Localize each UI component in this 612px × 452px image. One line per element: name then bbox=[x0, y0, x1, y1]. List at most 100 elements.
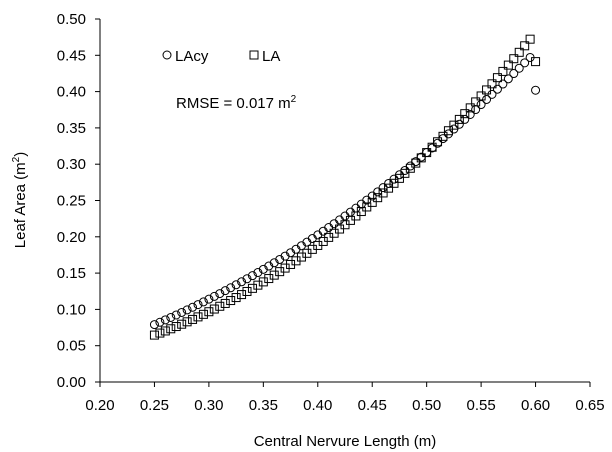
point-la bbox=[394, 173, 404, 183]
point-lacy bbox=[177, 307, 187, 317]
plot-marks bbox=[149, 34, 541, 340]
point-lacy bbox=[182, 305, 192, 315]
point-la bbox=[198, 309, 208, 319]
point-lacy bbox=[503, 74, 513, 84]
y-axis-title: Leaf Area (m2) bbox=[11, 152, 29, 248]
point-la bbox=[231, 293, 241, 303]
y-axis-title-end: ) bbox=[12, 152, 29, 157]
point-lacy bbox=[193, 300, 203, 310]
axes bbox=[99, 19, 590, 383]
x-tick-label: 0.30 bbox=[194, 397, 223, 414]
y-tick-label: 0.40 bbox=[57, 84, 86, 101]
point-la bbox=[443, 126, 453, 136]
point-lacy bbox=[378, 183, 388, 193]
y-tick-label: 0.05 bbox=[57, 338, 86, 355]
point-lacy bbox=[443, 129, 453, 139]
x-tick-label: 0.20 bbox=[85, 397, 114, 414]
y-axis-title-sup: 2 bbox=[11, 156, 22, 162]
x-tick-label: 0.40 bbox=[303, 397, 332, 414]
point-lacy bbox=[231, 280, 241, 290]
point-la bbox=[438, 131, 448, 141]
y-ticks: 0.00 0.05 0.10 0.15 0.20 0.25 0.30 0.35 0.40 0.45… bbox=[57, 11, 100, 391]
point-la bbox=[405, 163, 415, 173]
y-tick-label: 0.50 bbox=[57, 11, 86, 28]
y-tick-label: 0.35 bbox=[57, 120, 86, 137]
point-la bbox=[155, 328, 165, 338]
y-tick-label: 0.20 bbox=[57, 229, 86, 246]
legend: LAcy LA bbox=[162, 48, 280, 65]
point-la bbox=[433, 137, 443, 147]
legend-marker-la bbox=[249, 50, 259, 60]
point-lacy bbox=[226, 283, 236, 293]
point-la bbox=[531, 57, 541, 67]
point-lacy bbox=[237, 277, 247, 287]
point-lacy bbox=[209, 291, 219, 301]
point-la bbox=[188, 314, 198, 324]
point-lacy bbox=[155, 317, 165, 327]
point-la bbox=[367, 197, 377, 207]
x-tick-label: 0.45 bbox=[358, 397, 387, 414]
point-lacy bbox=[514, 63, 524, 73]
point-la bbox=[356, 207, 366, 217]
x-tick-label: 0.60 bbox=[521, 397, 550, 414]
point-la bbox=[476, 91, 486, 101]
point-lacy bbox=[149, 320, 159, 330]
point-lacy bbox=[160, 315, 170, 325]
point-la bbox=[416, 153, 426, 163]
point-lacy bbox=[204, 294, 214, 304]
point-lacy bbox=[335, 215, 345, 225]
x-ticks: 0.20 0.25 0.30 0.35 0.40 0.45 0.50 0.55 0.60 0.65 bbox=[85, 382, 605, 414]
point-la bbox=[193, 312, 203, 322]
x-tick-label: 0.55 bbox=[467, 397, 496, 414]
y-tick-label: 0.15 bbox=[57, 265, 86, 282]
legend-label-la: LA bbox=[262, 48, 280, 65]
point-la bbox=[509, 54, 519, 64]
point-la bbox=[247, 283, 257, 293]
point-la bbox=[362, 202, 372, 212]
point-la bbox=[525, 34, 535, 44]
point-la bbox=[384, 183, 394, 193]
point-la bbox=[253, 280, 263, 290]
point-la bbox=[427, 142, 437, 152]
point-lacy bbox=[253, 268, 263, 278]
point-lacy bbox=[351, 203, 361, 213]
point-la bbox=[411, 158, 421, 168]
point-lacy bbox=[264, 261, 274, 271]
point-la bbox=[242, 286, 252, 296]
y-tick-label: 0.45 bbox=[57, 47, 86, 64]
point-lacy bbox=[324, 223, 334, 233]
point-lacy bbox=[384, 178, 394, 188]
point-lacy bbox=[171, 310, 181, 320]
point-la bbox=[422, 148, 432, 158]
rmse-annotation-sup: 2 bbox=[291, 94, 297, 105]
y-tick-label: 0.10 bbox=[57, 301, 86, 318]
point-lacy bbox=[454, 119, 464, 129]
point-lacy bbox=[498, 79, 508, 89]
point-la bbox=[514, 47, 524, 57]
point-lacy bbox=[492, 84, 502, 94]
point-la bbox=[482, 85, 492, 95]
point-la bbox=[160, 326, 170, 336]
point-la bbox=[378, 188, 388, 198]
point-la bbox=[498, 66, 508, 76]
x-axis-title: Central Nervure Length (m) bbox=[254, 433, 437, 450]
rmse-annotation: RMSE = 0.017 m2 bbox=[176, 94, 297, 112]
point-la bbox=[209, 304, 219, 314]
point-la bbox=[400, 168, 410, 178]
point-lacy bbox=[465, 109, 475, 119]
point-la bbox=[204, 307, 214, 317]
x-tick-label: 0.25 bbox=[140, 397, 169, 414]
point-lacy bbox=[520, 58, 530, 68]
point-lacy bbox=[258, 264, 268, 274]
point-la bbox=[177, 319, 187, 329]
point-la bbox=[471, 97, 481, 107]
point-la bbox=[389, 178, 399, 188]
point-lacy bbox=[356, 199, 366, 209]
point-la bbox=[215, 301, 225, 311]
point-la bbox=[520, 41, 530, 51]
y-tick-label: 0.30 bbox=[57, 156, 86, 173]
point-la bbox=[182, 317, 192, 327]
point-la bbox=[171, 322, 181, 332]
point-la bbox=[220, 298, 230, 308]
